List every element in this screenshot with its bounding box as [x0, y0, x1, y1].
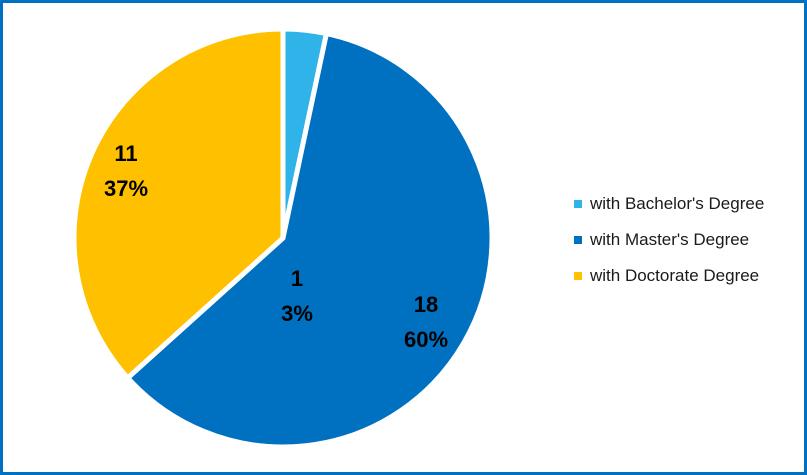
legend-item-doctorate: with Doctorate Degree [574, 258, 764, 294]
slice-percent-label-0: 3% [281, 301, 313, 326]
slice-percent-label-2: 37% [104, 176, 148, 201]
legend-label-doctorate: with Doctorate Degree [590, 266, 760, 285]
slice-percent-label-1: 60% [404, 327, 448, 352]
legend-label-bachelor: with Bachelor's Degree [590, 194, 765, 213]
legend-label-master: with Master's Degree [590, 230, 750, 249]
slice-value-label-2: 11 [114, 141, 137, 166]
legend-item-master: with Master's Degree [574, 222, 764, 258]
pie-slice-2 [71, 26, 286, 381]
slice-value-label-1: 18 [414, 292, 438, 317]
legend: with Bachelor's Degree with Master's Deg… [574, 186, 764, 294]
legend-swatch-doctorate [574, 272, 582, 280]
legend-item-bachelor: with Bachelor's Degree [574, 186, 764, 222]
legend-swatch-master [574, 236, 582, 244]
slice-value-label-0: 1 [291, 266, 303, 291]
pie-slice-1 [125, 31, 495, 450]
legend-swatch-bachelor [574, 200, 582, 208]
